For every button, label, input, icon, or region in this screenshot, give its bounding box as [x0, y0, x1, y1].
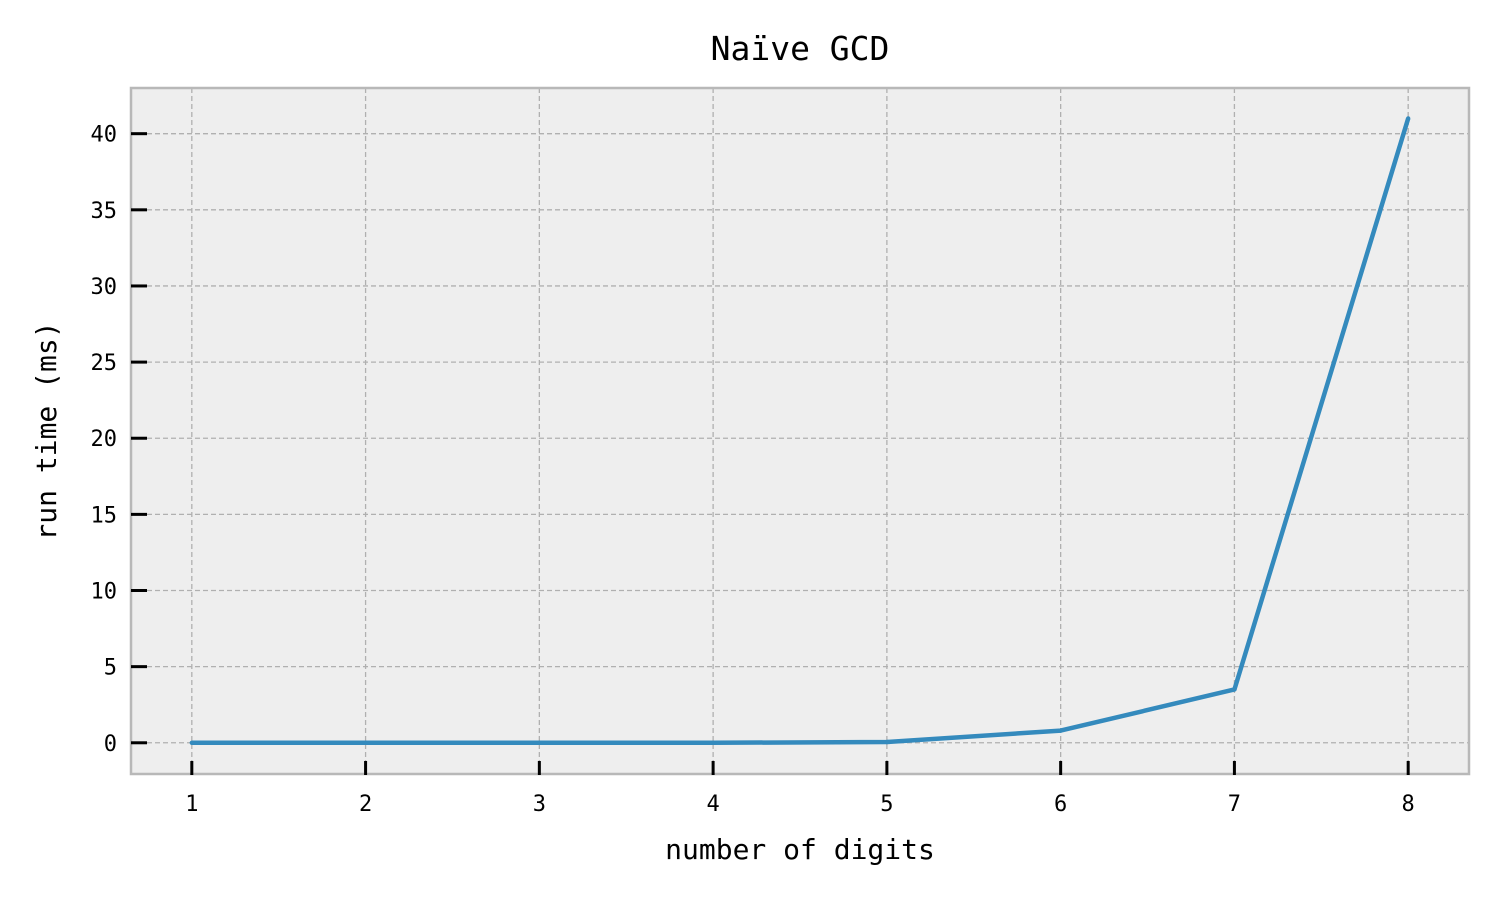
data-point — [189, 740, 195, 745]
data-point — [710, 740, 716, 745]
plot-area — [131, 88, 1469, 774]
y-axis-label: run time (ms) — [30, 321, 63, 540]
x-tick-label: 5 — [880, 792, 893, 817]
series-layer — [189, 116, 1411, 746]
y-tick-label: 25 — [91, 351, 118, 376]
x-axis-label: number of digits — [665, 833, 935, 866]
y-tick-label: 5 — [104, 656, 117, 681]
series-line — [191, 117, 1411, 746]
x-tick-label: 3 — [533, 792, 546, 817]
y-tick-label: 10 — [91, 580, 118, 605]
x-tick-label: 1 — [185, 792, 198, 817]
x-tick-label: 4 — [706, 792, 719, 817]
x-axis-ticks: 1 2 3 4 5 6 7 8 — [185, 761, 1415, 817]
data-point — [537, 740, 542, 745]
y-tick-label: 35 — [91, 199, 118, 224]
x-tick-label: 2 — [359, 792, 372, 817]
y-tick-label: 0 — [104, 732, 117, 757]
x-tick-label: 7 — [1228, 792, 1241, 817]
data-point — [363, 740, 368, 745]
data-point — [1405, 116, 1411, 121]
vertical-gridlines — [191, 88, 1409, 774]
y-axis-ticks: 0 5 10 15 20 25 30 35 40 — [91, 123, 147, 757]
x-tick-label: 6 — [1054, 792, 1067, 817]
plot-frame — [129, 86, 1471, 776]
y-tick-label: 15 — [91, 503, 118, 528]
y-tick-label: 20 — [91, 427, 118, 452]
x-tick-label: 8 — [1402, 792, 1415, 817]
y-tick-label: 40 — [91, 123, 118, 148]
y-tick-label: 30 — [91, 275, 118, 300]
data-point — [1058, 728, 1063, 733]
data-point — [1232, 687, 1237, 692]
data-point — [884, 739, 890, 745]
chart-title: Naïve GCD — [711, 29, 890, 68]
